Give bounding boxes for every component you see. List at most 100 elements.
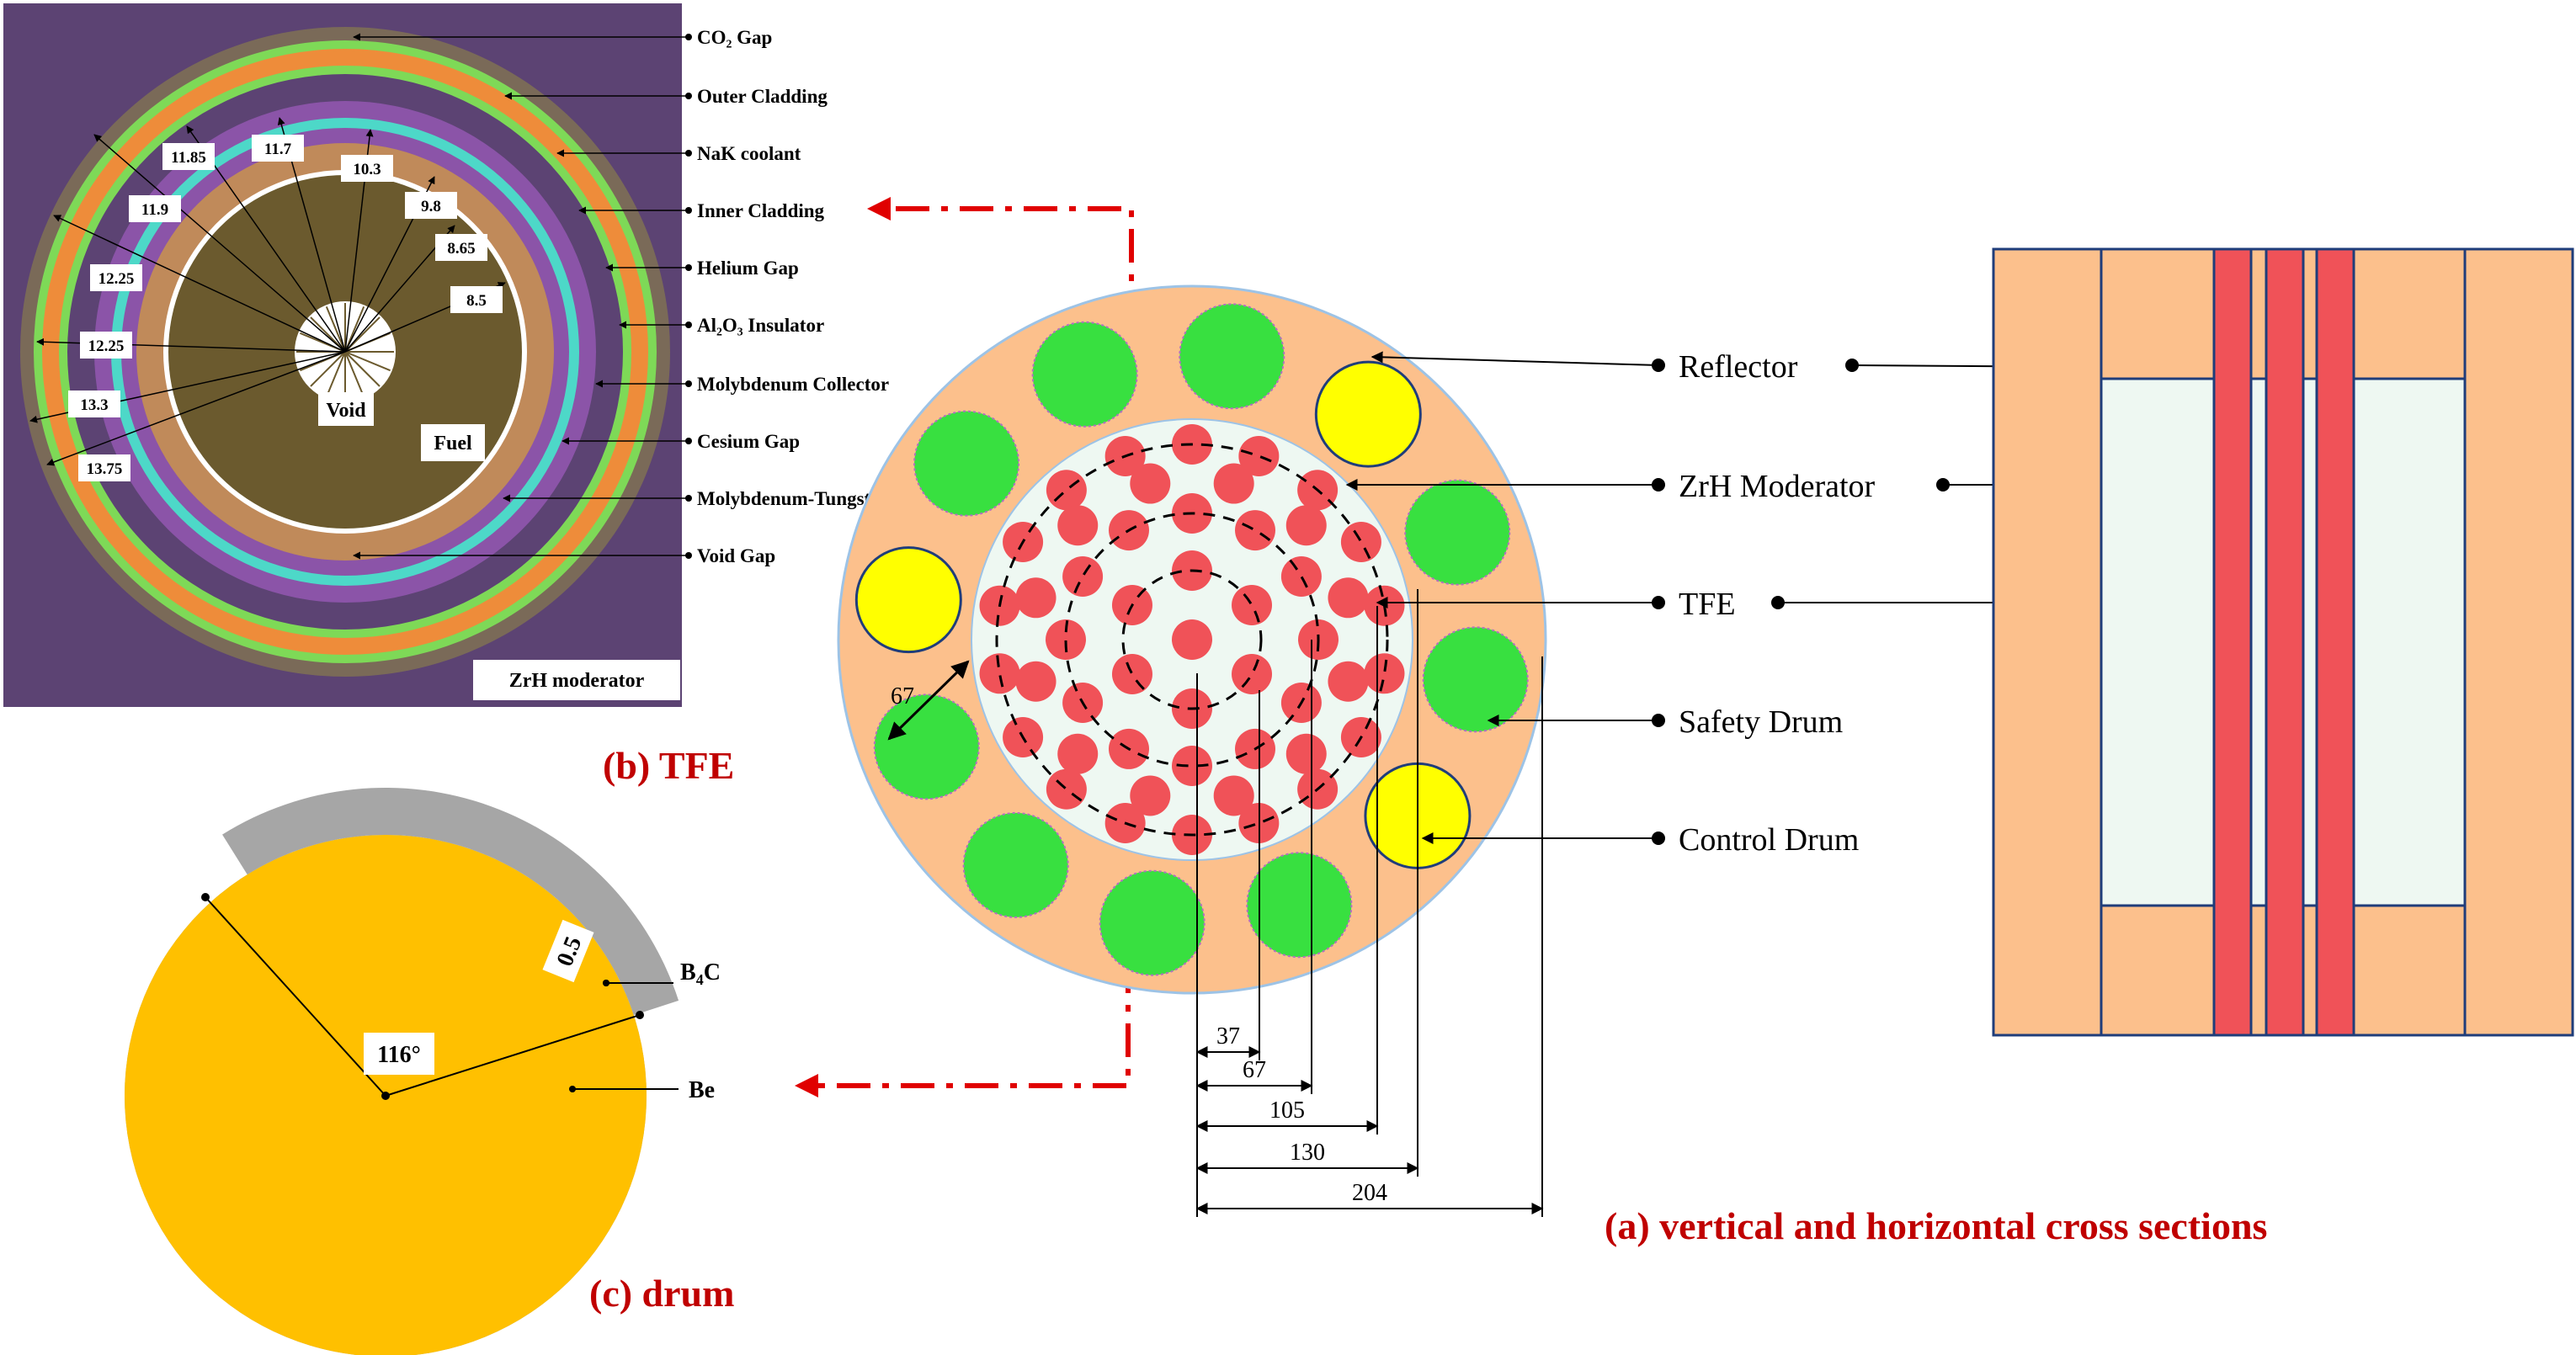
drum-diameter-arrow [887, 660, 970, 741]
radius-value: 13.3 [80, 396, 108, 414]
radius-box [252, 135, 304, 162]
tfe-rod [1280, 556, 1322, 597]
control-drum [913, 410, 1020, 517]
tfe-rod [1213, 775, 1254, 816]
control-drum [962, 811, 1069, 918]
control-drum [1404, 479, 1511, 586]
layer-label: Void Gap [697, 545, 775, 566]
radius-value: 9.8 [421, 198, 441, 215]
outer-reflector-right [2463, 247, 2574, 1037]
tfe-rod [1015, 577, 1056, 619]
control-drum [873, 693, 980, 800]
control-drum [1031, 321, 1138, 428]
angle-label-box [364, 1033, 434, 1075]
ring-dash-3 [995, 443, 1389, 837]
angle-leg-2 [385, 1014, 641, 1097]
tfe-rod [1328, 661, 1369, 702]
radius-leader [53, 215, 346, 353]
core-label-dot [1652, 714, 1665, 727]
tfe-rod [1285, 505, 1327, 546]
dimension-label: 204 [1352, 1180, 1387, 1206]
connector-to-drum [815, 959, 1131, 1088]
radius-box [435, 234, 487, 261]
tfe-rod [1364, 653, 1405, 694]
radius-value: 8.5 [466, 292, 487, 310]
core-label: ZrH Moderator [1679, 469, 1876, 504]
layer-pointer-dot [685, 495, 692, 502]
core-label: Safety Drum [1679, 704, 1843, 740]
radius-value: 8.65 [447, 240, 475, 258]
vertical-cross-section [1992, 247, 2574, 1037]
radius-value: 11.9 [141, 201, 168, 219]
tfe-rod [1062, 556, 1104, 597]
be-pointer-dot [569, 1086, 576, 1092]
radius-value: 12.25 [88, 337, 125, 355]
layer-pointer-dot [685, 150, 692, 157]
ring-dash-2 [1064, 512, 1320, 768]
tfe-rod [1238, 435, 1280, 476]
tfe-rod [1046, 768, 1087, 810]
drum-diameter-label: 67 [891, 683, 914, 709]
radius-box [68, 391, 120, 417]
radius-box [450, 286, 503, 313]
tfe-rod-1 [2212, 247, 2253, 1037]
radius-box [341, 155, 393, 182]
radius-box [80, 332, 132, 359]
fuel-label-box [421, 424, 485, 461]
layer-label: Inner Cladding [697, 200, 825, 221]
b4c-pointer-dot [603, 980, 609, 986]
ring-dash-1 [1121, 569, 1263, 710]
angle-end-dot-1 [201, 893, 210, 901]
layer-label: Al₂O₃ Insulator [697, 315, 824, 336]
layer-pointer-dot [685, 438, 692, 444]
radius-box [129, 195, 181, 222]
radius-box [90, 264, 142, 291]
layer-pointer-dot [685, 207, 692, 214]
dimension-label: 37 [1216, 1023, 1240, 1049]
tfe-rod [979, 653, 1020, 694]
void-label-box [318, 392, 374, 426]
control-drum [1099, 869, 1206, 976]
tfe-rod [1172, 746, 1212, 786]
void-ray [344, 306, 365, 353]
dimension-label: 130 [1290, 1140, 1325, 1166]
radius-value: 10.3 [353, 161, 381, 178]
layer-label: Outer Cladding [697, 86, 828, 107]
void-label: Void [326, 400, 366, 422]
angle-vertex-dot [381, 1092, 390, 1100]
fuel-label: Fuel [434, 433, 472, 454]
radius-box [162, 143, 215, 170]
tfe-rod [1130, 463, 1171, 504]
tfe-rod [1285, 733, 1327, 774]
tfe-rod [1111, 654, 1152, 694]
layer-pointer-dot [685, 380, 692, 387]
core-caption: (a) vertical and horizontal cross sectio… [1605, 1204, 2267, 1247]
b4c-absorber-arc [222, 787, 679, 1016]
control-drum [1179, 303, 1285, 410]
void-ray [344, 351, 381, 387]
layer-pointer-dot [685, 34, 692, 40]
layer-pointer-dot [685, 552, 692, 559]
core-label: Reflector [1679, 349, 1798, 385]
connector-arrowhead-tfe [867, 197, 891, 221]
layer-label: CO₂ Gap [697, 27, 772, 48]
core-label-pointer [1370, 351, 1659, 366]
radius-leader [93, 134, 346, 353]
b4c-label: B4C [680, 959, 721, 988]
layer-pointer-dot [685, 264, 692, 271]
tfe-rod [1046, 619, 1086, 660]
drum-panel: 116° 0.5 B4C Be [125, 787, 721, 1355]
radius-value: 12.25 [98, 270, 135, 288]
tfe-rod [1130, 775, 1171, 816]
thickness-label-box [542, 919, 594, 983]
outer-reflector-left [1992, 247, 2103, 1037]
tfe-rod [1340, 522, 1381, 562]
layer-pointer-dot [685, 93, 692, 99]
void-ray [344, 351, 365, 397]
void-ray [325, 351, 346, 397]
radius-value: 11.85 [171, 149, 206, 167]
connector-arrowhead-drum [795, 1074, 818, 1097]
zrh-moderator-box [473, 660, 680, 700]
